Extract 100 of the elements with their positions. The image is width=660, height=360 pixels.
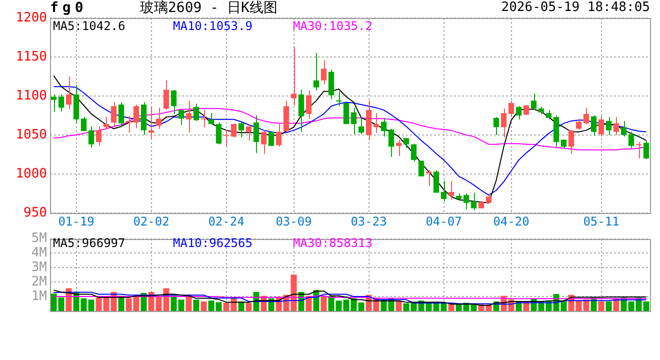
bar: [200, 301, 207, 311]
bar: [598, 301, 604, 311]
candlestick: [606, 116, 612, 136]
candlestick: [643, 140, 650, 160]
candlestick: [118, 102, 124, 128]
candlestick: [613, 116, 620, 136]
candlestick: [276, 124, 282, 148]
candlestick: [268, 131, 274, 146]
candlestick: [486, 193, 492, 204]
candlestick: [156, 107, 162, 130]
candlestick: [448, 180, 454, 200]
candlestick: [200, 110, 207, 128]
x-tick-label: 02-24: [208, 214, 244, 228]
candlestick: [403, 138, 410, 149]
candlestick: [373, 112, 380, 134]
candlestick: [103, 116, 110, 130]
x-tick-label: 04-20: [493, 214, 530, 228]
y-tick-label: 4M: [31, 246, 48, 261]
candlestick: [500, 108, 507, 138]
candlestick: [58, 94, 64, 112]
text: MA10:1053.9: [173, 19, 252, 33]
candlestick: [440, 180, 447, 202]
y-tick-label: 1150: [16, 49, 47, 64]
candlestick: [253, 115, 260, 154]
candlestick: [163, 80, 170, 111]
x-tick-label: 01-19: [58, 214, 94, 228]
y-tick-label: 1050: [16, 127, 47, 142]
candlestick: [230, 122, 237, 138]
y-tick-label: 1200: [16, 10, 47, 26]
candlestick: [426, 170, 432, 186]
candlestick: [380, 117, 387, 138]
candlestick: [358, 116, 364, 135]
candlestick: [126, 116, 132, 134]
bar: [448, 304, 454, 311]
text: MA5:966997: [53, 236, 126, 250]
y-tick-label: 1000: [16, 166, 47, 182]
candlestick: [418, 160, 424, 177]
text: 2026-05-19 18:48:05: [501, 0, 650, 15]
candlestick: [508, 100, 514, 118]
y-tick-label: 3M: [31, 260, 48, 276]
candlestick: [320, 60, 327, 85]
candlestick: [516, 106, 522, 120]
candlestick: [216, 122, 222, 145]
candlestick: [290, 46, 297, 106]
candlestick: [396, 139, 402, 157]
candlestick: [583, 107, 590, 125]
x-tick-label: 05-11: [583, 214, 620, 228]
candlestick: [238, 121, 244, 138]
bar: [320, 296, 327, 311]
candlestick: [170, 89, 177, 114]
chart-subtitle: fg0: [50, 0, 88, 16]
candlestick: [530, 93, 537, 111]
candlestick: [590, 115, 597, 136]
candlestick: [568, 130, 574, 154]
candlestick: [223, 129, 230, 146]
y-tick-label: 2M: [31, 274, 48, 290]
candlestick: [260, 130, 267, 154]
text: MA30:858313: [293, 236, 372, 250]
candlestick: [178, 110, 184, 126]
candlestick: [598, 116, 604, 138]
bar: [396, 301, 402, 311]
candlestick: [133, 104, 140, 128]
candlestick: [306, 90, 312, 120]
candlestick: [636, 142, 642, 159]
candlestick: [50, 94, 57, 112]
text: MA5:1042.6: [53, 19, 126, 33]
text: MA30:1035.2: [293, 19, 372, 33]
candlestick: [470, 192, 477, 210]
candlestick: [343, 102, 350, 125]
candlestick: [246, 124, 252, 141]
candlestick: [620, 120, 627, 138]
candlestick: [350, 107, 357, 135]
candlestick: [80, 116, 87, 132]
text: MA10:962565: [173, 236, 252, 250]
candlestick: [193, 103, 200, 122]
candlestick: [298, 89, 304, 132]
y-tick-label: 5M: [31, 231, 48, 246]
candlestick: [66, 76, 72, 110]
candlestick: [313, 52, 320, 92]
candlestick: [96, 126, 102, 146]
x-tick-label: 03-09: [276, 214, 312, 228]
candlestick: [410, 143, 417, 162]
bar: [246, 302, 252, 311]
candlestick: [388, 128, 394, 158]
candlestick: [328, 68, 334, 100]
y-tick-label: 1M: [31, 288, 48, 304]
y-tick-label: 1100: [16, 88, 47, 104]
candlestick: [88, 126, 94, 148]
candlestick: [336, 90, 342, 107]
candlestick: [546, 110, 552, 120]
x-tick-label: 02-02: [133, 214, 170, 228]
chart-title: 玻璃2609 - 日K线图: [140, 0, 278, 16]
candlestick: [628, 131, 634, 149]
candlestick: [110, 102, 117, 128]
candlestick: [186, 100, 192, 134]
bar: [606, 301, 612, 311]
x-tick-label: 04-07: [426, 214, 462, 228]
y-tick-label: 950: [24, 205, 47, 220]
bar: [193, 300, 200, 311]
x-tick-label: 03-23: [350, 214, 387, 228]
